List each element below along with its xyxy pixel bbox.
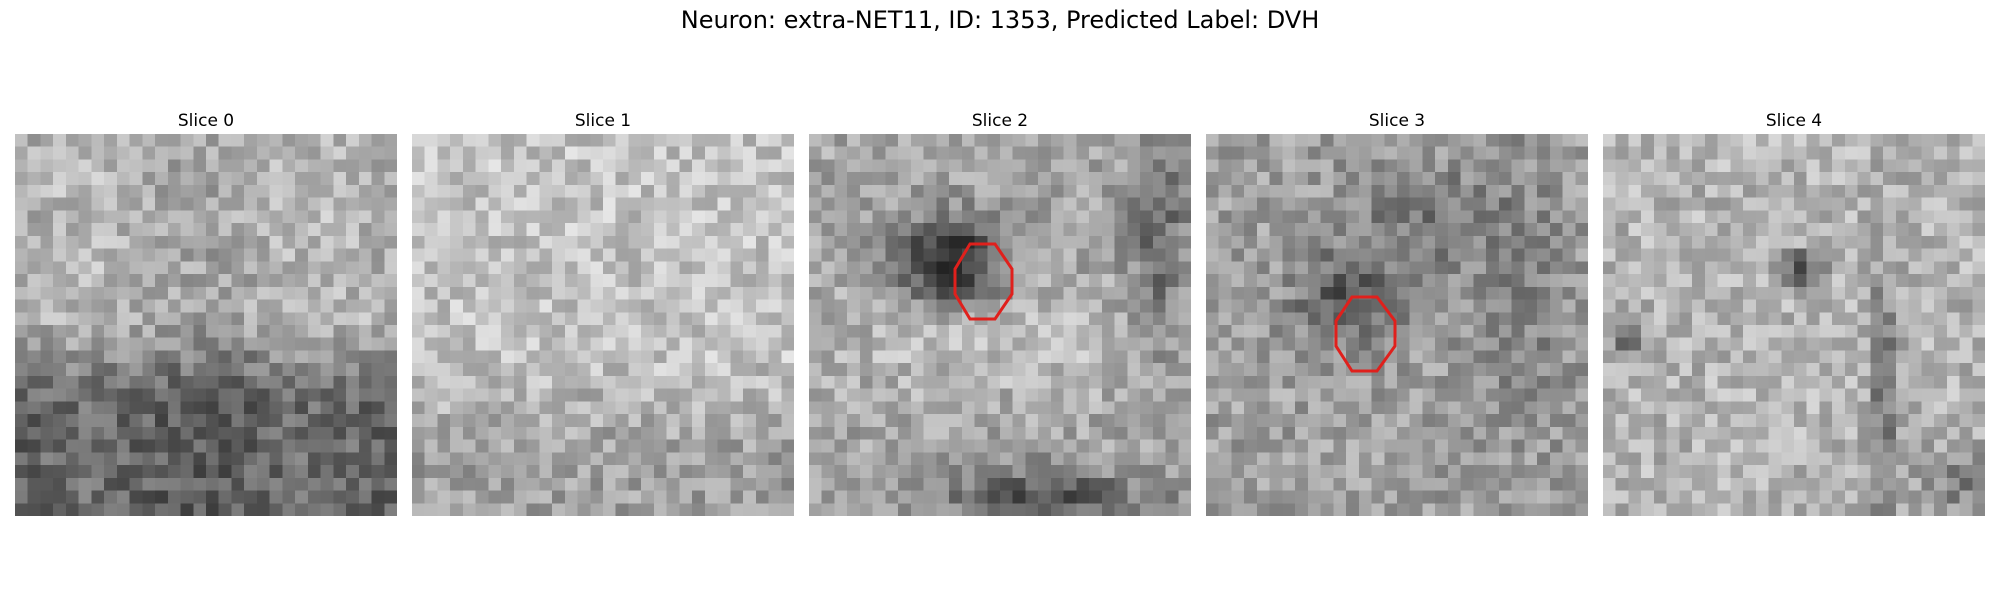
slice-image-frame (412, 134, 794, 516)
slice-title: Slice 4 (1765, 111, 1823, 131)
slice-image (1206, 134, 1588, 516)
slice-image (1603, 134, 1985, 516)
slice-image (412, 134, 794, 516)
slice-image-frame (15, 134, 397, 516)
slice-title: Slice 0 (177, 111, 235, 131)
slice-image (15, 134, 397, 516)
slice-panel-1: Slice 1 (412, 110, 794, 516)
slice-image-frame (1206, 134, 1588, 516)
slice-title: Slice 1 (574, 111, 632, 131)
slice-title: Slice 2 (971, 111, 1029, 131)
slice-panel-0: Slice 0 (15, 110, 397, 516)
slice-panel-3: Slice 3 (1206, 110, 1588, 516)
slice-panel-2: Slice 2 (809, 110, 1191, 516)
slice-image-frame (1603, 134, 1985, 516)
slice-title: Slice 3 (1368, 111, 1426, 131)
slice-image-frame (809, 134, 1191, 516)
figure-title: Neuron: extra-NET11, ID: 1353, Predicted… (680, 6, 1320, 34)
slice-image (809, 134, 1191, 516)
slice-panel-4: Slice 4 (1603, 110, 1985, 516)
